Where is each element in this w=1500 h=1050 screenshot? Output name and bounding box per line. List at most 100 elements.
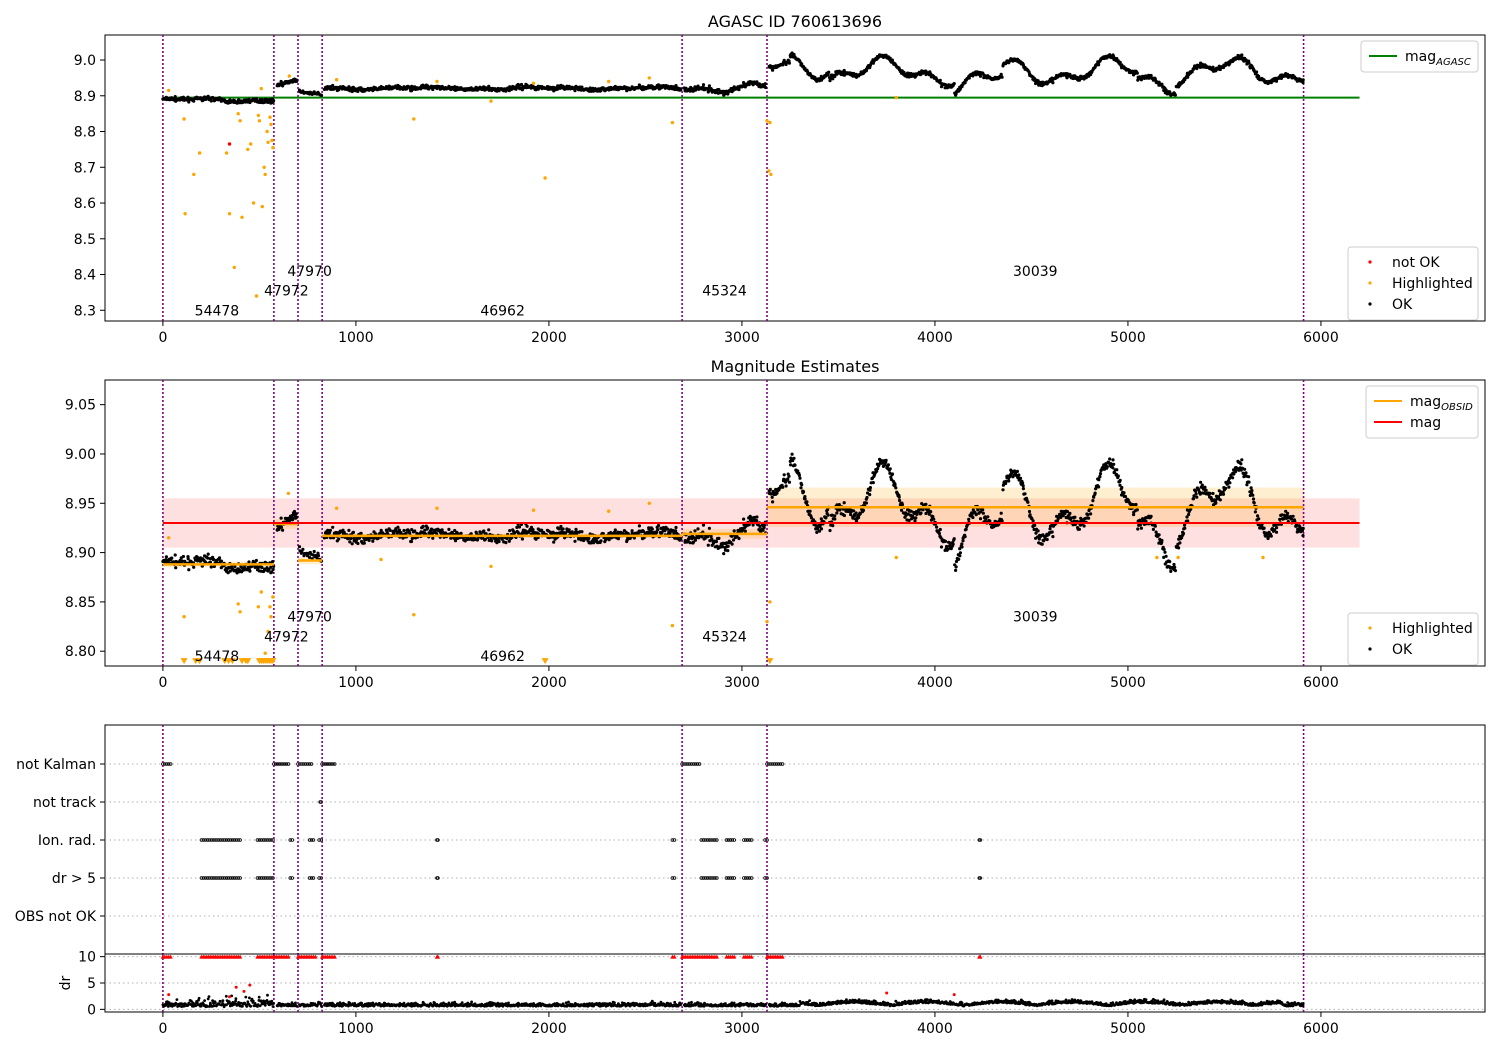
flag-marker <box>705 838 709 842</box>
ok-point <box>1195 66 1199 71</box>
flag-marker <box>207 876 212 880</box>
ok-point <box>1123 494 1127 499</box>
highlighted-point <box>182 117 186 121</box>
y-tick-label: 8.80 <box>65 644 96 660</box>
y-tick-label: 8.90 <box>65 546 96 562</box>
ok-point <box>731 538 736 542</box>
ok-point <box>1028 513 1032 517</box>
ok-point <box>206 552 210 556</box>
ok-point <box>1224 486 1228 490</box>
highlighted-point <box>265 129 269 134</box>
ok-point <box>1239 462 1243 466</box>
legend-label: Highlighted <box>1392 276 1473 292</box>
ok-point <box>717 536 721 541</box>
highlighted-point <box>412 117 416 121</box>
flag-marker <box>670 838 675 842</box>
ok-point <box>1048 527 1052 531</box>
flag-marker <box>298 762 302 766</box>
flag-marker <box>213 838 217 842</box>
ok-point <box>1018 476 1023 480</box>
ok-point <box>426 526 430 530</box>
ok-point <box>967 76 971 80</box>
ok-point <box>1200 483 1204 487</box>
highlighted-point <box>256 605 261 609</box>
highlighted-point <box>257 119 262 123</box>
ok-point <box>1122 491 1126 495</box>
ok-point <box>700 535 704 539</box>
obsid-label: 54478 <box>195 303 240 319</box>
flag-marker <box>317 838 322 842</box>
ok-point <box>1091 499 1095 503</box>
ok-point <box>613 528 617 532</box>
ok-point <box>805 500 809 504</box>
ok-point <box>1068 511 1072 515</box>
flag-marker <box>742 838 746 842</box>
ok-point <box>886 463 891 467</box>
flag-marker <box>273 762 278 766</box>
ok-point <box>763 82 767 86</box>
dr-ok-point <box>249 1004 253 1008</box>
flag-marker <box>311 838 316 842</box>
ok-point <box>787 61 792 65</box>
highlighted-point <box>236 602 240 606</box>
ok-point <box>397 528 401 532</box>
ok-point <box>1104 462 1108 466</box>
flag-marker <box>211 876 215 880</box>
ok-point <box>963 81 967 85</box>
dr-ok-point <box>257 995 261 999</box>
ok-point <box>1173 565 1177 569</box>
ok-point <box>958 551 963 555</box>
ok-point <box>1037 537 1041 541</box>
ok-point <box>693 538 698 542</box>
ok-point <box>1168 90 1172 94</box>
ok-point <box>525 524 529 528</box>
ok-point <box>294 512 298 516</box>
ok-point <box>219 559 224 563</box>
ok-point <box>796 469 800 473</box>
ok-point <box>786 477 790 481</box>
highlighted-point <box>271 145 275 150</box>
ok-point <box>1245 483 1249 487</box>
ok-point <box>573 539 577 543</box>
x-tick-label: 3000 <box>724 330 760 346</box>
ok-point <box>520 537 525 541</box>
ok-point <box>1272 528 1277 532</box>
middle-chart-title: Magnitude Estimates <box>711 357 880 376</box>
highlighted-point <box>894 555 898 560</box>
highlighted-point <box>263 651 267 655</box>
ok-point <box>762 523 767 527</box>
ok-point <box>637 524 642 528</box>
ok-point <box>897 498 902 503</box>
y-tick-label: 8.9 <box>74 89 96 105</box>
ok-point <box>755 519 759 523</box>
flag-marker <box>730 838 735 842</box>
flag-marker <box>288 876 293 880</box>
ok-point <box>271 560 275 564</box>
ok-point <box>487 528 491 532</box>
obsid-label: 46962 <box>480 303 525 319</box>
flag-marker <box>317 876 322 880</box>
ok-point <box>833 514 837 518</box>
ok-point <box>1301 534 1305 538</box>
highlighted-point <box>894 95 898 100</box>
ok-point <box>764 85 768 90</box>
flag-marker <box>305 762 310 766</box>
below-range-marker <box>196 658 204 665</box>
highlighted-point <box>334 506 339 510</box>
ok-point <box>331 83 335 88</box>
ok-point <box>889 475 893 479</box>
ok-point <box>482 529 486 533</box>
ok-point <box>913 519 917 523</box>
flag-marker <box>207 838 212 842</box>
ok-point <box>1017 473 1021 477</box>
ok-point <box>1280 513 1284 517</box>
legend-label: OK <box>1392 642 1413 658</box>
ok-point <box>833 74 837 79</box>
dr-ok-point <box>507 1001 510 1005</box>
flag-marker <box>307 838 312 842</box>
ok-point <box>1214 501 1218 505</box>
flag-marker <box>780 762 785 766</box>
flag-marker <box>267 838 271 842</box>
flag-marker <box>749 876 754 880</box>
ok-point <box>650 527 654 531</box>
